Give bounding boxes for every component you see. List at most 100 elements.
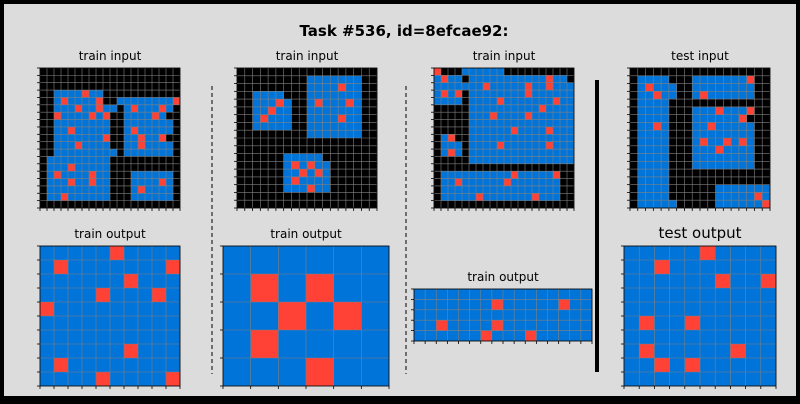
grid-cell (353, 200, 362, 208)
grid-cell (124, 330, 138, 344)
grid-cell (730, 344, 746, 358)
grid-cell (630, 161, 638, 170)
grid-cell (483, 68, 490, 76)
grid-cell (103, 149, 110, 157)
grid-cell (268, 145, 276, 154)
grid-cell (532, 112, 539, 120)
grid-cell (369, 200, 377, 208)
grid-cell (661, 130, 669, 138)
grid-cell (518, 75, 525, 83)
grid-cell (532, 193, 539, 201)
grid-cell (547, 320, 559, 331)
grid-cell (124, 178, 131, 186)
grid-cell (291, 153, 300, 162)
grid-cell (448, 200, 455, 208)
grid-cell (560, 97, 567, 105)
grid-cell (637, 153, 646, 162)
grid-cell (124, 141, 131, 150)
grid-cell (291, 91, 300, 100)
grid-cell (166, 274, 180, 288)
grid-cell (89, 193, 96, 201)
grid-cell (762, 106, 770, 115)
grid-cell (684, 176, 693, 185)
grid-cell (330, 161, 339, 170)
grid-cell (504, 104, 511, 113)
grid-cell (425, 299, 437, 310)
grid-cell (322, 145, 331, 154)
grid-cell (546, 112, 553, 120)
grid-cell (434, 149, 441, 157)
grid-cell (511, 185, 518, 194)
grid-cell (237, 83, 245, 92)
grid-cell (124, 302, 138, 316)
grid-cell (715, 246, 731, 260)
grid-cell (441, 171, 448, 179)
grid-cell (145, 171, 152, 179)
grid-cell (131, 163, 138, 172)
grid-cell (715, 192, 724, 201)
grid-cell (511, 163, 518, 172)
grid-cell (539, 193, 546, 201)
grid-cell (560, 68, 567, 76)
grid-cell (353, 106, 362, 115)
grid-cell (75, 90, 82, 98)
grid-cell (639, 330, 655, 344)
grid-cell (654, 358, 670, 372)
grid-cell (539, 75, 546, 83)
grid-cell (338, 184, 346, 193)
grid-cell (762, 130, 770, 138)
grid-cell (345, 192, 354, 201)
grid-cell (124, 97, 131, 105)
grid-cell (546, 141, 553, 150)
grid-cell (314, 99, 323, 107)
grid-cell (503, 299, 515, 310)
grid-cell (152, 82, 159, 91)
grid-cell (173, 141, 180, 150)
grid-cell (624, 260, 640, 274)
grid-cell (525, 134, 532, 142)
grid-cell (723, 91, 732, 100)
grid-cell (110, 75, 117, 83)
grid-cell (483, 126, 490, 135)
grid-cell (715, 302, 731, 316)
grid-cell (653, 200, 662, 208)
grid-cell (152, 163, 159, 172)
grid-cell (82, 316, 96, 330)
grid-cell (75, 171, 82, 179)
grid-cell (532, 200, 539, 208)
grid-cell (580, 330, 592, 341)
grid-cell (546, 75, 553, 83)
grid-cell (518, 112, 525, 120)
grid-cell (645, 184, 654, 193)
grid-cell (723, 176, 732, 185)
grid-cell (110, 193, 117, 201)
grid-cell (61, 119, 68, 127)
grid-cell (567, 178, 574, 186)
grid-cell (103, 97, 110, 105)
grid-cell (684, 169, 693, 177)
grid-cell (260, 169, 269, 177)
grid-cell (754, 99, 763, 107)
grid-cell (103, 171, 110, 179)
grid-cell (462, 68, 469, 76)
grid-cell (338, 138, 346, 146)
grid-cell (511, 141, 518, 150)
grid-cell (96, 193, 103, 201)
grid-cell (684, 316, 700, 330)
grid-cell (353, 114, 362, 123)
grid-cell (731, 83, 739, 92)
grid-cell (345, 169, 354, 177)
grid-cell (369, 153, 377, 162)
grid-cell (124, 119, 131, 127)
grid-cell (96, 75, 103, 83)
grid-cell (173, 163, 180, 172)
grid-cell (275, 138, 284, 146)
grid-cell (490, 193, 497, 201)
grid-cell (345, 114, 354, 123)
grid-cell (525, 299, 537, 310)
grid-cell (159, 82, 166, 91)
grid-cell (546, 156, 553, 164)
grid-cell (723, 161, 732, 170)
grid-cell (539, 119, 546, 127)
